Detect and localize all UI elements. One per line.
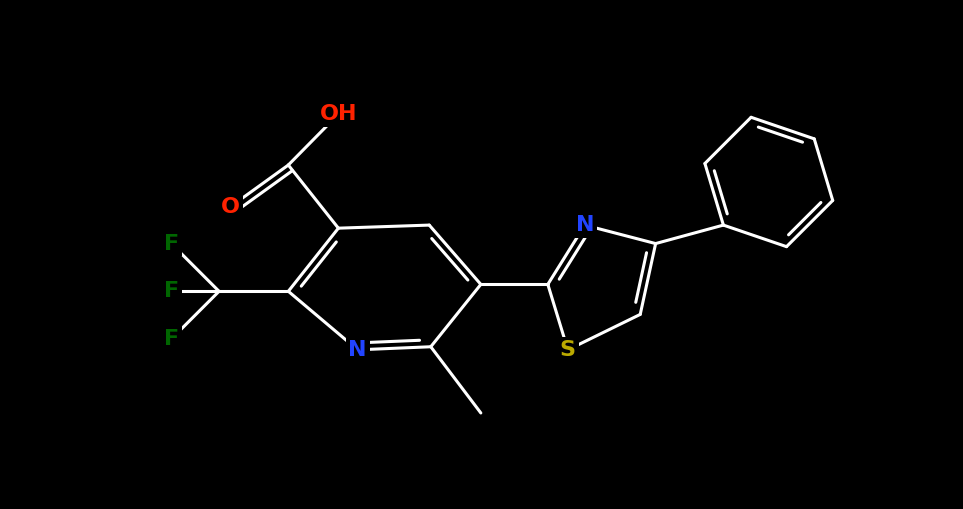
- Text: OH: OH: [320, 104, 357, 124]
- Text: N: N: [576, 215, 594, 235]
- Text: S: S: [560, 340, 576, 360]
- Text: F: F: [164, 234, 179, 253]
- Text: N: N: [349, 340, 367, 360]
- Text: F: F: [164, 281, 179, 301]
- Text: F: F: [164, 329, 179, 349]
- Text: O: O: [221, 196, 240, 217]
